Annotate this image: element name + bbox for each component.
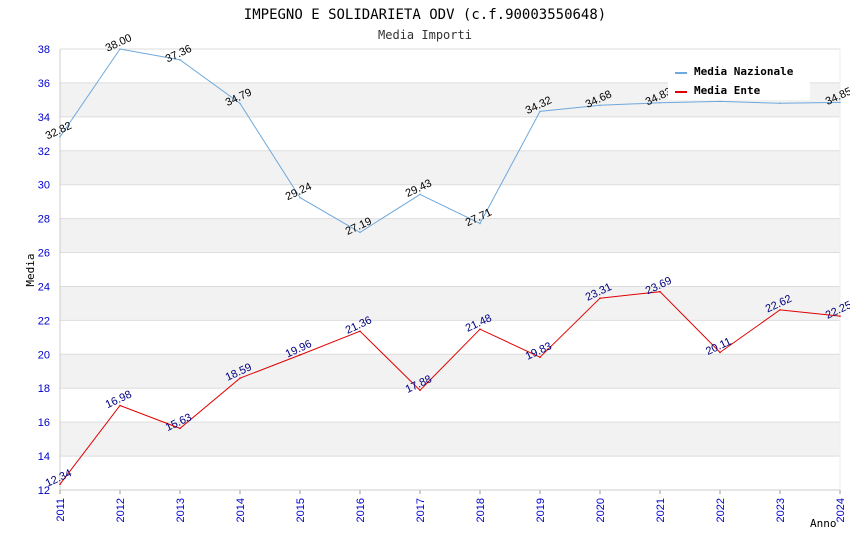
- x-tick-label: 2011: [55, 498, 67, 522]
- axes: [59, 49, 841, 491]
- series-lines: [59, 48, 841, 486]
- data-point: [179, 59, 181, 61]
- data-point: [299, 196, 301, 199]
- grid-band: [60, 218, 840, 253]
- y-tick-label: 30: [38, 180, 50, 192]
- legend-box: [668, 62, 810, 100]
- y-tick-label: 16: [38, 417, 50, 429]
- series-line-media-nazionale: [59, 48, 841, 233]
- x-tick-label: 2020: [595, 498, 607, 522]
- chart-title: IMPEGNO E SOLIDARIETA ODV (c.f.900035506…: [244, 7, 606, 23]
- chart-subtitle: Media Importi: [378, 28, 472, 42]
- legend: Media Nazionale Media Ente: [668, 62, 810, 100]
- data-point: [839, 315, 841, 317]
- data-point: [239, 102, 241, 105]
- data-point: [59, 136, 61, 138]
- data-point: [719, 100, 721, 103]
- data-label: 12.34: [44, 467, 74, 490]
- x-tick-label: 2016: [355, 498, 367, 522]
- x-tick-label: 2013: [175, 498, 187, 522]
- y-tick-label: 14: [38, 451, 50, 463]
- y-tick-label: 12: [38, 485, 50, 497]
- data-point: [659, 290, 661, 293]
- y-axis-label: Media: [24, 253, 37, 286]
- x-tick-label: 2021: [655, 498, 667, 522]
- legend-label-media-nazionale: Media Nazionale: [694, 65, 794, 78]
- data-point: [359, 330, 361, 333]
- x-tick-label: 2024: [835, 498, 847, 522]
- y-tick-label: 28: [38, 214, 50, 226]
- data-point: [599, 297, 601, 299]
- x-tick-label: 2015: [295, 498, 307, 522]
- x-tick-label: 2014: [235, 498, 247, 522]
- data-point: [779, 102, 781, 105]
- data-point: [779, 309, 781, 311]
- grid-band: [60, 286, 840, 321]
- data-point: [119, 404, 121, 407]
- y-tick-label: 20: [38, 349, 50, 361]
- x-tick-label: 2017: [415, 498, 427, 522]
- grid-band: [60, 422, 840, 457]
- x-axis-label: Anno: [810, 517, 837, 530]
- x-tick-label: 2019: [535, 498, 547, 522]
- y-tick-label: 22: [38, 315, 50, 327]
- x-tick-labels: 2011 2012 2013 2014 2015 2016 2017 2018 2019 2020…: [55, 498, 847, 522]
- x-tick-label: 2012: [115, 498, 127, 522]
- data-point: [599, 104, 601, 107]
- legend-label-media-ente: Media Ente: [694, 84, 761, 97]
- data-point: [419, 193, 421, 196]
- y-tick-label: 34: [38, 112, 50, 124]
- data-point: [179, 427, 181, 430]
- data-point: [299, 354, 301, 356]
- data-point: [479, 222, 481, 225]
- x-tick-label: 2023: [775, 498, 787, 522]
- data-point: [119, 48, 121, 50]
- y-tick-label: 26: [38, 248, 50, 260]
- data-point: [479, 328, 481, 331]
- series-line-media-ente: [59, 291, 841, 485]
- data-point: [59, 483, 61, 486]
- data-point: [239, 377, 241, 380]
- y-tick-label: 32: [38, 146, 50, 158]
- y-tick-label: 38: [38, 44, 50, 56]
- data-point: [419, 389, 421, 392]
- data-point: [359, 231, 361, 234]
- y-tick-label: 18: [38, 383, 50, 395]
- y-tick-labels: 12 14 16 18 20 22 24 26 28 30 32 34 36 38: [38, 44, 50, 497]
- data-point: [719, 351, 721, 354]
- x-tick-label: 2018: [475, 498, 487, 522]
- data-point: [659, 101, 661, 104]
- grid-bands: [60, 82, 840, 457]
- data-point: [539, 356, 541, 358]
- data-label: 37.36: [164, 43, 194, 66]
- y-tick-label: 24: [38, 281, 50, 293]
- grid-band: [60, 150, 840, 185]
- data-point: [839, 101, 841, 104]
- data-point: [539, 110, 541, 113]
- x-tick-label: 2022: [715, 498, 727, 522]
- y-tick-label: 36: [38, 78, 50, 90]
